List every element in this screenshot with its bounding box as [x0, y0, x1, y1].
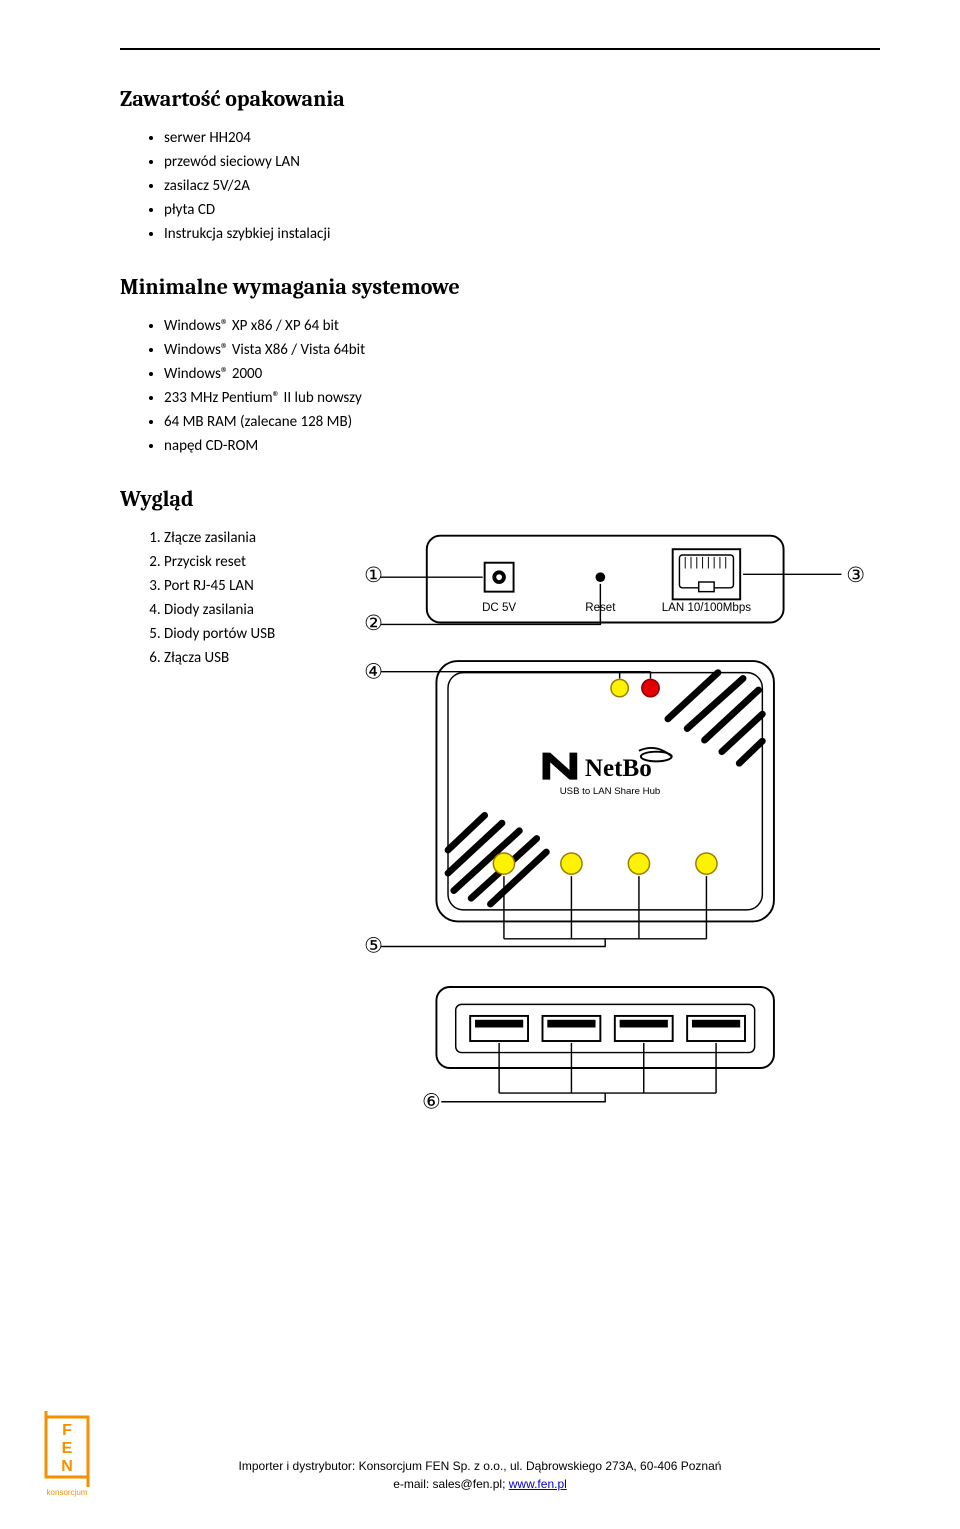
list-item: przewód sieciowy LAN [164, 150, 880, 174]
list-item: zasilacz 5V/2A [164, 174, 880, 198]
list-item: Złącze zasilania [164, 526, 320, 550]
footer-line1: Importer i dystrybutor: Konsorcjum FEN S… [0, 1457, 960, 1475]
heading-appearance: Wygląd [120, 486, 880, 512]
callout-2: ② [364, 612, 383, 635]
requirements-list: Windows® XP x86 / XP 64 bit Windows® Vis… [120, 314, 880, 458]
footer-link[interactable]: www.fen.pl [509, 1477, 567, 1491]
list-item: Windows® XP x86 / XP 64 bit [164, 314, 880, 338]
section-appearance: Wygląd Złącze zasilania Przycisk reset P… [120, 486, 880, 1124]
label-dc: DC 5V [482, 602, 516, 614]
callout-4: ④ [364, 660, 383, 683]
list-item: Instrukcja szybkiej instalacji [164, 222, 880, 246]
heading-package: Zawartość opakowania [120, 86, 880, 112]
list-item: Port RJ-45 LAN [164, 574, 320, 598]
list-item: Przycisk reset [164, 550, 320, 574]
list-item: płyta CD [164, 198, 880, 222]
svg-text:E: E [62, 1440, 73, 1457]
list-item: 64 MB RAM (zalecane 128 MB) [164, 410, 880, 434]
section-package: Zawartość opakowania serwer HH204 przewó… [120, 86, 880, 246]
heading-requirements: Minimalne wymagania systemowe [120, 274, 880, 300]
list-item: Diody zasilania [164, 598, 320, 622]
appearance-list: Złącze zasilania Przycisk reset Port RJ-… [120, 526, 320, 670]
svg-text:F: F [62, 1422, 72, 1439]
callout-5: ⑤ [364, 934, 383, 957]
callout-3: ③ [846, 564, 865, 587]
list-item: Windows® Vista X86 / Vista 64bit [164, 338, 880, 362]
callout-6: ⑥ [422, 1091, 441, 1114]
package-list: serwer HH204 przewód sieciowy LAN zasila… [120, 126, 880, 246]
list-item: Windows® 2000 [164, 362, 880, 386]
device-diagram: DC 5V Reset [340, 526, 880, 1124]
list-item: serwer HH204 [164, 126, 880, 150]
label-lan: LAN 10/100Mbps [662, 602, 752, 614]
list-item: Złącza USB [164, 646, 320, 670]
footer-line2-prefix: e-mail: sales@fen.pl; [393, 1477, 509, 1491]
logo-sub: USB to LAN Share Hub [560, 786, 661, 797]
page-footer: Importer i dystrybutor: Konsorcjum FEN S… [0, 1457, 960, 1493]
section-requirements: Minimalne wymagania systemowe Windows® X… [120, 274, 880, 458]
list-item: Diody portów USB [164, 622, 320, 646]
list-item: napęd CD-ROM [164, 434, 880, 458]
callout-1: ① [364, 564, 383, 587]
top-rule [120, 48, 880, 50]
list-item: 233 MHz Pentium® II lub nowszy [164, 386, 880, 410]
